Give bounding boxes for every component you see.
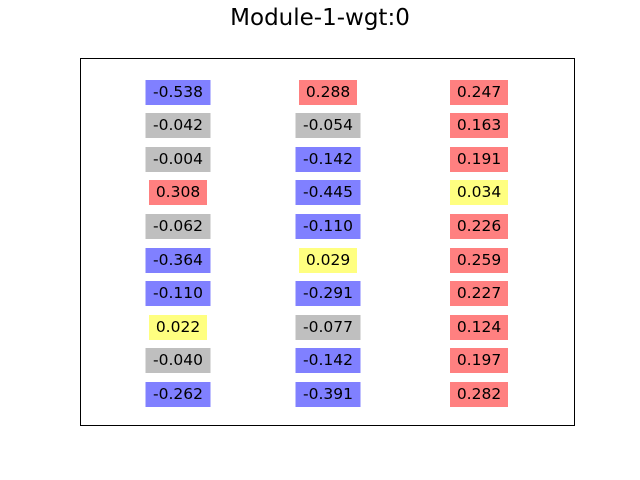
- table-cell: -0.391: [295, 381, 361, 407]
- table-cell: -0.364: [145, 247, 211, 273]
- table-cell: 0.282: [450, 381, 508, 407]
- table-cell: 0.288: [299, 79, 357, 105]
- table-cell: -0.062: [145, 213, 211, 239]
- table-cell: -0.054: [295, 113, 361, 139]
- plot-area: -0.538 -0.042 -0.004 0.308 -0.062 -0.364 -0.11…: [80, 58, 575, 426]
- table-cell: 0.197: [450, 348, 508, 374]
- table-cell: -0.291: [295, 281, 361, 307]
- chart-title: Module-1-wgt:0: [230, 5, 410, 31]
- table-cell: -0.262: [145, 381, 211, 407]
- table-cell: -0.445: [295, 180, 361, 206]
- table-cell: -0.004: [145, 146, 211, 172]
- table-cell: 0.259: [450, 247, 508, 273]
- table-cell: -0.142: [295, 146, 361, 172]
- table-cell: 0.191: [450, 146, 508, 172]
- table-cell: 0.124: [450, 314, 508, 340]
- table-cell: 0.029: [299, 247, 357, 273]
- table-cell: -0.040: [145, 348, 211, 374]
- table-cell: 0.308: [149, 180, 207, 206]
- table-cell: -0.042: [145, 113, 211, 139]
- table-cell: -0.538: [145, 79, 211, 105]
- table-cell: 0.247: [450, 79, 508, 105]
- table-cell: -0.142: [295, 348, 361, 374]
- table-cell: -0.077: [295, 314, 361, 340]
- table-cell: 0.034: [450, 180, 508, 206]
- table-cell: 0.163: [450, 113, 508, 139]
- table-cell: 0.022: [149, 314, 207, 340]
- table-cell: 0.226: [450, 213, 508, 239]
- table-cell: 0.227: [450, 281, 508, 307]
- table-cell: -0.110: [145, 281, 211, 307]
- table-cell: -0.110: [295, 213, 361, 239]
